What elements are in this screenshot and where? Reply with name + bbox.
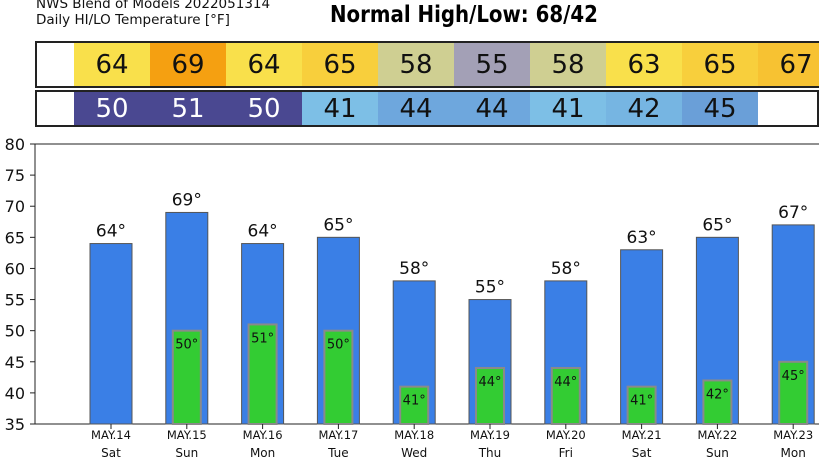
high-temp-cell: 67: [758, 43, 819, 86]
x-tick-day-label: Tue: [327, 446, 349, 460]
low-temp-cell: 45: [682, 92, 758, 125]
high-temperature-strip: 64 69 64 65 58 55 58 63 65 67: [35, 41, 819, 88]
y-tick-label: 65: [5, 228, 25, 247]
y-tick-label: 45: [5, 353, 25, 372]
y-tick-label: 70: [5, 197, 25, 216]
high-temp-cell-blank: [37, 43, 74, 86]
low-value-label: 42°: [706, 387, 729, 402]
x-tick-day-label: Thu: [478, 446, 502, 460]
high-value-label: 63°: [627, 228, 657, 248]
low-temp-cell-blank: [37, 92, 74, 125]
y-tick-label: 35: [5, 415, 25, 434]
low-value-label: 44°: [478, 375, 501, 390]
x-tick-date-label: MAY.17: [318, 428, 358, 442]
high-value-label: 67°: [778, 203, 808, 223]
x-tick-date-label: MAY.18: [394, 428, 434, 442]
x-tick-day-label: Sat: [101, 446, 121, 460]
x-tick-date-label: MAY.14: [91, 428, 131, 442]
low-temp-cell: 41: [530, 92, 606, 125]
high-value-label: 64°: [96, 222, 126, 242]
y-tick-label: 60: [5, 259, 25, 278]
normal-high-low: Normal High/Low: 68/42: [330, 2, 598, 28]
high-temp-cell: 69: [150, 43, 226, 86]
low-value-label: 45°: [782, 369, 805, 384]
low-temp-cell: 42: [606, 92, 682, 125]
high-value-label: 55°: [475, 278, 505, 298]
chart-subtitle: Daily HI/LO Temperature [°F]: [36, 12, 230, 28]
low-value-label: 50°: [327, 338, 350, 353]
x-tick-date-label: MAY.20: [546, 428, 586, 442]
high-temp-cell: 65: [302, 43, 378, 86]
low-temp-cell: 51: [150, 92, 226, 125]
low-bar: [247, 323, 278, 425]
low-value-label: 41°: [630, 394, 653, 409]
high-value-label: 65°: [702, 215, 732, 235]
low-bar: [550, 367, 581, 425]
x-tick-day-label: Sun: [706, 446, 729, 460]
model-title: NWS Blend of Models 2022051314: [36, 0, 271, 12]
high-temp-cell: 65: [682, 43, 758, 86]
low-value-label: 51°: [251, 331, 274, 346]
low-bar: [778, 360, 809, 425]
x-tick-date-label: MAY.19: [470, 428, 510, 442]
high-temp-cell: 63: [606, 43, 682, 86]
low-temp-cell: 44: [454, 92, 530, 125]
low-bar: [323, 329, 354, 426]
low-temp-cell: 44: [378, 92, 454, 125]
x-tick-day-label: Mon: [250, 446, 275, 460]
low-temperature-strip: 50 51 50 41 44 44 41 42 45: [35, 90, 819, 127]
low-temp-cell: 50: [74, 92, 150, 125]
low-value-label: 44°: [554, 375, 577, 390]
low-bar: [399, 385, 430, 425]
low-bar: [626, 385, 657, 425]
low-value-label: 41°: [403, 394, 426, 409]
x-tick-date-label: MAY.23: [773, 428, 813, 442]
low-bar: [702, 379, 733, 425]
x-tick-day-label: Fri: [559, 446, 573, 460]
x-tick-day-label: Sun: [175, 446, 198, 460]
temperature-bar-chart: 35 40 45 50 55 60 65 70 75 80 64° MAY.14 Sat 69° 50° MA…: [5, 135, 819, 460]
x-tick-date-label: MAY.15: [167, 428, 207, 442]
x-tick-date-label: MAY.21: [622, 428, 662, 442]
x-tick-date-label: MAY.16: [243, 428, 283, 442]
high-value-label: 58°: [551, 259, 581, 279]
y-tick-label: 75: [5, 166, 25, 185]
y-tick-label: 55: [5, 291, 25, 310]
low-temp-cell: 50: [226, 92, 302, 125]
high-temp-cell: 55: [454, 43, 530, 86]
high-value-label: 69°: [172, 190, 202, 210]
high-temp-cell: 64: [74, 43, 150, 86]
high-value-label: 65°: [323, 215, 353, 235]
high-temp-cell: 58: [378, 43, 454, 86]
high-temp-cell: 64: [226, 43, 302, 86]
low-value-label: 50°: [175, 338, 198, 353]
x-tick-date-label: MAY.22: [697, 428, 737, 442]
low-bar: [171, 329, 202, 426]
x-tick-day-label: Mon: [781, 446, 806, 460]
y-tick-label: 80: [5, 135, 25, 154]
low-temp-cell: 41: [302, 92, 378, 125]
high-temp-cell: 58: [530, 43, 606, 86]
high-value-label: 64°: [248, 222, 278, 242]
high-bar: [89, 243, 133, 425]
x-tick-day-label: Sat: [632, 446, 652, 460]
high-value-label: 58°: [399, 259, 429, 279]
y-tick-label: 40: [5, 384, 25, 403]
y-tick-label: 50: [5, 322, 25, 341]
x-tick-day-label: Wed: [401, 446, 427, 460]
